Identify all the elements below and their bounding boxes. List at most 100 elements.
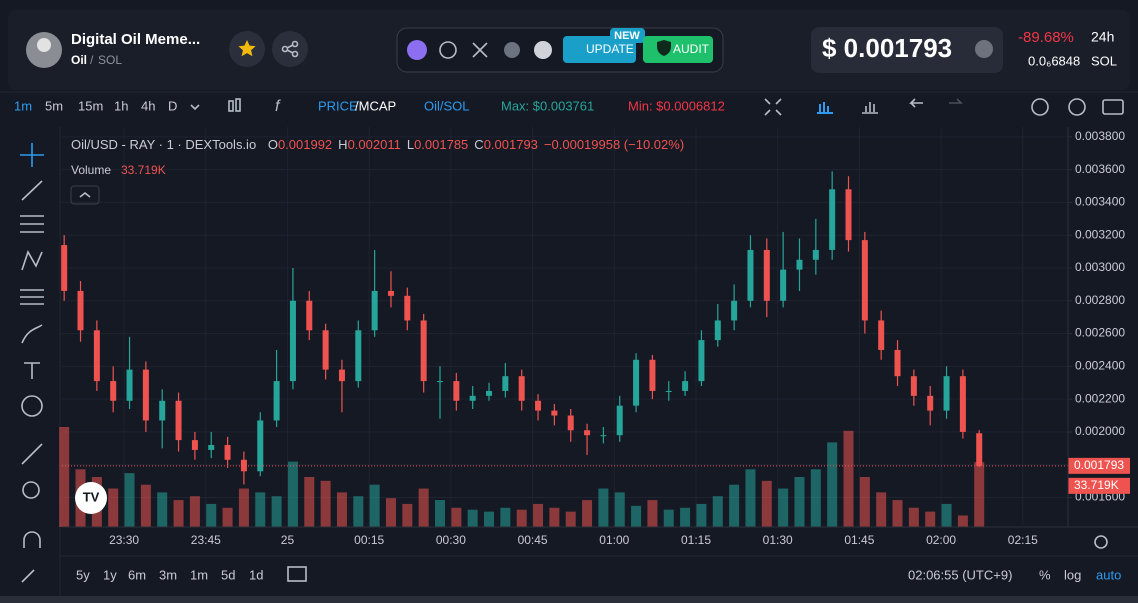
- candle-body: [894, 349, 901, 377]
- x-icon[interactable]: [472, 42, 488, 58]
- plot: 0.0016000.0018000.0020000.0022000.002400…: [59, 127, 1130, 547]
- interval-chevron[interactable]: [190, 104, 200, 111]
- indicator-icon[interactable]: f: [275, 98, 281, 115]
- x-tick-label: 01:00: [599, 533, 629, 547]
- date-range-icon[interactable]: [287, 566, 307, 582]
- interval-option[interactable]: 1h: [114, 98, 128, 113]
- candle-body: [763, 249, 770, 301]
- mcap-toggle[interactable]: /MCAP: [355, 98, 396, 113]
- volume-icon[interactable]: [862, 102, 878, 114]
- candle-body: [436, 381, 443, 383]
- volume-bar: [614, 492, 625, 527]
- clock: 02:06:55 (UTC+9): [908, 567, 1012, 582]
- ruler-tool[interactable]: [21, 443, 43, 465]
- crosshair-tool[interactable]: [20, 143, 44, 167]
- volume-bar: [304, 477, 315, 527]
- volume-bar: [336, 492, 347, 527]
- y-tick-label: 0.002800: [1075, 293, 1125, 307]
- text-tool[interactable]: [24, 362, 40, 379]
- info-icon[interactable]: [975, 40, 993, 58]
- update-label: UPDATE: [586, 42, 634, 56]
- undo-icon[interactable]: [909, 98, 923, 108]
- candle-body: [812, 249, 819, 260]
- interval-option[interactable]: 1m: [14, 98, 32, 113]
- lock-tool[interactable]: [21, 569, 35, 583]
- audit-label: AUDIT: [673, 42, 710, 56]
- zoom-tool[interactable]: [22, 481, 40, 499]
- axis-settings-icon[interactable]: [1094, 535, 1108, 549]
- price-toggle[interactable]: PRICE: [318, 98, 358, 113]
- candle-body: [322, 330, 329, 370]
- collapse-icon: [79, 191, 91, 198]
- percent-toggle[interactable]: %: [1039, 567, 1051, 582]
- y-tick-label: 0.003600: [1075, 162, 1125, 176]
- candle-body: [796, 259, 803, 270]
- telegram-icon[interactable]: [504, 42, 520, 58]
- fullscreen-icon[interactable]: [764, 98, 782, 116]
- emoji-tool[interactable]: [21, 395, 43, 417]
- range-option[interactable]: 5y: [76, 567, 90, 582]
- bars-icon[interactable]: [817, 102, 833, 114]
- range-option[interactable]: 5d: [221, 567, 235, 582]
- ohlc-key: C: [474, 137, 483, 152]
- collapse-button[interactable]: [70, 185, 100, 205]
- price: $ 0.001793: [822, 33, 952, 63]
- candle-body: [518, 376, 525, 401]
- candle-body: [584, 430, 591, 436]
- y-tick-label: 0.002000: [1075, 424, 1125, 438]
- range-option[interactable]: 1y: [103, 567, 117, 582]
- volume-bar: [173, 500, 184, 527]
- candle-body: [943, 376, 950, 411]
- interval-option[interactable]: 5m: [45, 98, 63, 113]
- log-toggle[interactable]: log: [1064, 567, 1081, 582]
- volume-bar: [908, 507, 919, 527]
- candle-body: [861, 240, 868, 321]
- x-tick-label: 23:30: [109, 533, 139, 547]
- tv-logo: [75, 482, 107, 514]
- redo-icon[interactable]: [949, 98, 963, 104]
- candle-body: [306, 300, 313, 331]
- interval-option[interactable]: 15m: [78, 98, 103, 113]
- volume-bar: [696, 503, 707, 527]
- share-button[interactable]: [272, 31, 308, 67]
- candle-body: [649, 359, 656, 391]
- interval-option[interactable]: 4h: [141, 98, 155, 113]
- settings-icon[interactable]: [1068, 98, 1086, 116]
- volume-bar: [189, 496, 200, 527]
- candle-body: [224, 445, 231, 460]
- range-option[interactable]: 6m: [128, 567, 146, 582]
- camera-icon[interactable]: [1102, 99, 1124, 115]
- volume-bar: [598, 488, 609, 527]
- range-option[interactable]: 1m: [190, 567, 208, 582]
- interval-option[interactable]: D: [168, 98, 177, 113]
- range-option[interactable]: 3m: [159, 567, 177, 582]
- volume-bar: [647, 500, 658, 527]
- candle-icon[interactable]: [228, 98, 241, 112]
- candle-body: [959, 376, 966, 432]
- web-icon[interactable]: [439, 41, 457, 59]
- volume-bar: [859, 477, 870, 527]
- auto-toggle[interactable]: auto: [1096, 567, 1121, 582]
- fib-tool[interactable]: [20, 215, 44, 233]
- replay-icon[interactable]: [1031, 98, 1049, 116]
- x-tick-label: 00:30: [436, 533, 466, 547]
- y-tick-label: 0.003400: [1075, 195, 1125, 209]
- token-pair: SOL: [98, 53, 122, 67]
- pattern-tool[interactable]: [21, 250, 43, 271]
- solana-icon[interactable]: [407, 40, 427, 60]
- prediction-tool[interactable]: [20, 289, 44, 305]
- more-icon[interactable]: [534, 41, 552, 59]
- line-tool[interactable]: [21, 180, 43, 201]
- token-name: Digital Oil Meme...: [71, 31, 200, 48]
- pair-toggle[interactable]: Oil/SOL: [424, 98, 470, 113]
- volume-bar: [810, 469, 821, 527]
- candle-body: [257, 420, 264, 472]
- volume-bar: [320, 480, 331, 527]
- brush-tool[interactable]: [21, 324, 43, 344]
- chart-title: Oil/USD - RAY · 1 · DEXTools.io: [71, 137, 256, 152]
- candle-body: [77, 290, 84, 331]
- range-option[interactable]: 1d: [249, 567, 263, 582]
- volume-bar: [287, 461, 298, 527]
- magnet-tool[interactable]: [23, 531, 41, 548]
